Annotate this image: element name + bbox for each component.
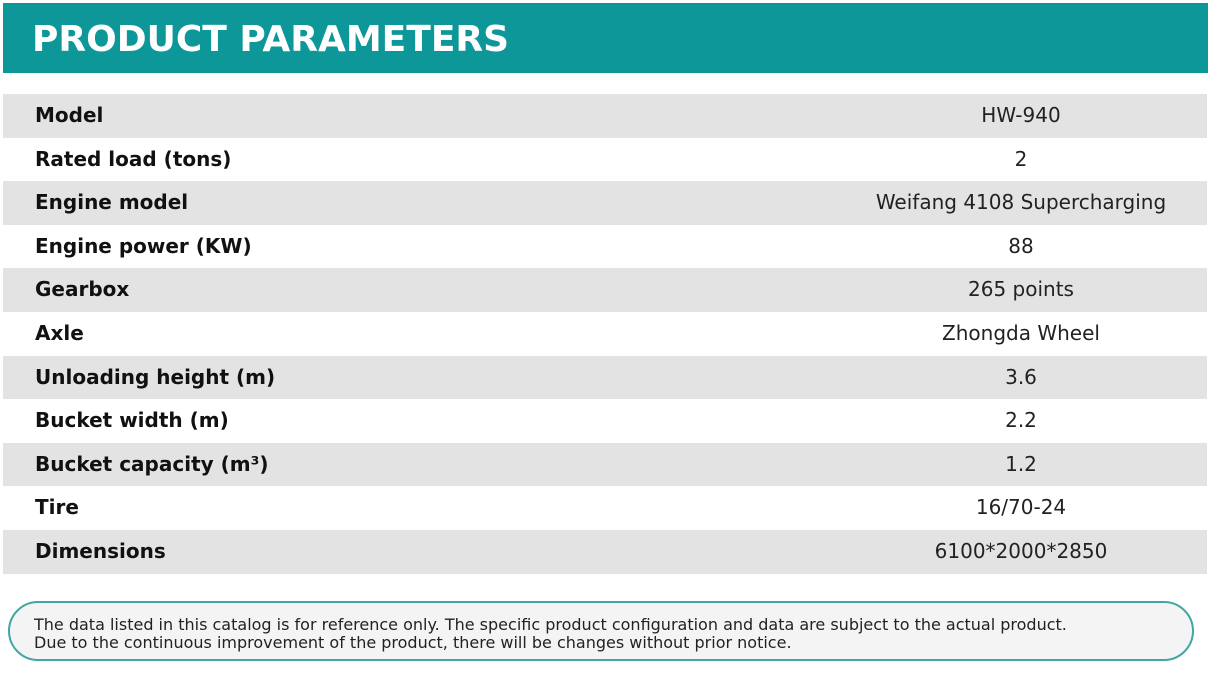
table-row: Gearbox 265 points [3, 268, 1207, 312]
table-row: Model HW-940 [3, 94, 1207, 138]
parameter-value: 265 points [968, 277, 1074, 302]
parameter-label: Engine model [35, 190, 189, 215]
parameter-value: 1.2 [1005, 451, 1037, 476]
parameter-value: 2 [1014, 146, 1028, 171]
table-row: Tire 16/70-24 [3, 486, 1207, 530]
parameter-value: 16/70-24 [975, 495, 1067, 520]
parameter-label: Rated load (tons) [35, 146, 232, 171]
parameter-label: Unloading height (m) [35, 364, 276, 389]
table-row: Rated load (tons) 2 [3, 138, 1207, 182]
parameters-table: Model HW-940 Rated load (tons) 2 Engine … [3, 94, 1207, 574]
table-row: Engine power (KW) 88 [3, 225, 1207, 269]
parameter-value: 2.2 [1005, 408, 1037, 433]
page-title: PRODUCT PARAMETERS [32, 19, 510, 60]
table-row: Engine model Weifang 4108 Supercharging [3, 181, 1207, 225]
parameter-label: Bucket width (m) [35, 408, 229, 433]
disclaimer-line-2: Due to the continuous improvement of the… [34, 633, 792, 652]
page-header: PRODUCT PARAMETERS [3, 3, 1208, 73]
disclaimer-text: The data listed in this catalog is for r… [34, 616, 1067, 652]
parameter-label: Model [35, 103, 104, 127]
parameter-label: Axle [35, 320, 84, 345]
disclaimer-line-1: The data listed in this catalog is for r… [34, 615, 1067, 634]
parameter-value: Weifang 4108 Supercharging [875, 190, 1167, 215]
parameter-value: HW-940 [981, 103, 1061, 127]
parameter-value: 6100*2000*2850 [934, 538, 1108, 563]
parameter-label: Engine power (KW) [35, 233, 252, 258]
disclaimer-box: The data listed in this catalog is for r… [8, 601, 1194, 661]
table-row: Unloading height (m) 3.6 [3, 355, 1207, 400]
table-row: Bucket capacity (m³) 1.2 [3, 442, 1207, 487]
table-row: Dimensions 6100*2000*2850 [3, 529, 1207, 574]
table-row: Axle Zhongda Wheel [3, 312, 1207, 356]
parameter-label: Gearbox [35, 277, 130, 302]
parameter-value: 3.6 [1005, 364, 1037, 389]
parameter-label: Dimensions [35, 538, 166, 563]
table-row: Bucket width (m) 2.2 [3, 399, 1207, 443]
parameter-value: Zhongda Wheel [942, 320, 1100, 345]
parameter-value: 88 [1008, 233, 1034, 258]
parameter-label: Tire [35, 495, 79, 520]
parameter-label: Bucket capacity (m³) [35, 451, 269, 476]
